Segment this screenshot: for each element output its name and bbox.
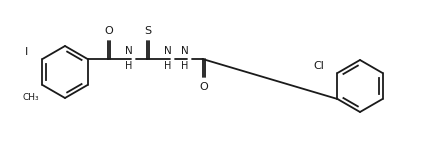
Text: H: H [181, 61, 188, 71]
Text: N: N [181, 46, 188, 56]
Text: CH₃: CH₃ [23, 93, 39, 103]
Text: N: N [125, 46, 132, 56]
Text: H: H [164, 61, 171, 71]
Text: H: H [125, 61, 132, 71]
Text: S: S [144, 26, 151, 36]
Text: N: N [164, 46, 171, 56]
Text: Cl: Cl [313, 61, 324, 71]
Text: I: I [25, 47, 28, 57]
Text: O: O [104, 26, 113, 36]
Text: O: O [199, 82, 208, 92]
